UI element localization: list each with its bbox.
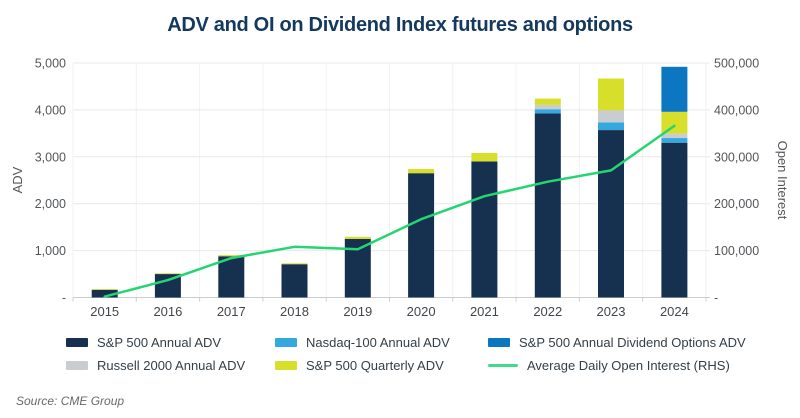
legend-label: Russell 2000 Annual ADV xyxy=(97,358,246,373)
left-axis-tick-label: 2,000 xyxy=(35,197,66,211)
legend-label: S&P 500 Quarterly ADV xyxy=(306,358,444,373)
right-axis-tick-label: 300,000 xyxy=(714,150,759,164)
bar-segment xyxy=(598,78,624,111)
combo-chart-svg: - - 1,000 100,000 2,000 200,000 3,000 300,000 4,… xyxy=(10,57,790,320)
legend-color-swatch xyxy=(66,338,88,347)
chart-title: ADV and OI on Dividend Index futures and… xyxy=(167,14,633,36)
left-axis-tick-label: 3,000 xyxy=(35,150,66,164)
bar-segment xyxy=(661,142,688,298)
x-axis-label: 2023 xyxy=(597,304,626,319)
left-axis-tick-label: 1,000 xyxy=(35,244,66,258)
legend-column-2: Nasdaq-100 Annual ADV S&P 500 Quarterly A… xyxy=(275,331,450,377)
legend-label: Average Daily Open Interest (RHS) xyxy=(527,358,730,373)
bar-segment xyxy=(661,111,688,134)
open-interest-line xyxy=(103,124,676,298)
legend-color-swatch xyxy=(488,338,510,347)
x-axis-label: 2020 xyxy=(407,304,436,319)
bar-segment xyxy=(598,122,624,130)
bar-segment xyxy=(534,98,561,105)
x-axis-label: 2015 xyxy=(90,304,119,319)
bar-segment xyxy=(91,289,118,298)
x-axis-label: 2021 xyxy=(470,304,499,319)
bar-segment xyxy=(661,138,688,143)
right-axis-tick-label: 100,000 xyxy=(714,244,759,258)
bar-segment xyxy=(471,153,498,162)
bar-segment xyxy=(408,173,435,298)
legend-item: Russell 2000 Annual ADV xyxy=(66,354,245,377)
legend-item: S&P 500 Annual Dividend Options ADV xyxy=(488,331,746,354)
x-axis-label: 2018 xyxy=(280,304,309,319)
legend: S&P 500 Annual ADV Russell 2000 Annual AD… xyxy=(0,331,800,385)
bar-segment xyxy=(598,110,624,123)
right-axis-tick-label: 400,000 xyxy=(714,103,759,117)
x-axis-label: 2024 xyxy=(660,304,689,319)
bar-segment xyxy=(534,113,561,298)
bar-segment xyxy=(281,263,308,265)
bar-segment xyxy=(661,133,688,139)
legend-item: S&P 500 Quarterly ADV xyxy=(275,354,450,377)
right-axis-tick-label: 500,000 xyxy=(714,57,759,71)
left-axis-title: ADV xyxy=(10,166,25,193)
legend-label: S&P 500 Annual ADV xyxy=(97,335,222,350)
right-axis-title: Open Interest xyxy=(775,141,790,220)
bar-segment xyxy=(154,273,181,274)
legend-line-swatch xyxy=(488,364,518,367)
legend-item: Average Daily Open Interest (RHS) xyxy=(488,354,746,377)
legend-column-3: S&P 500 Annual Dividend Options ADV Avera… xyxy=(488,331,746,377)
bar-segment xyxy=(344,236,371,239)
x-axis-label: 2019 xyxy=(343,304,372,319)
bar-segment xyxy=(91,289,118,290)
left-axis-tick-label: - xyxy=(62,291,66,305)
x-axis-label: 2017 xyxy=(217,304,246,319)
legend-item: Nasdaq-100 Annual ADV xyxy=(275,331,450,354)
right-axis-tick-label: 200,000 xyxy=(714,197,759,211)
bar-segment xyxy=(534,109,561,114)
bar-segment xyxy=(661,66,688,112)
bar-segment xyxy=(471,161,498,298)
legend-label: Nasdaq-100 Annual ADV xyxy=(306,335,450,350)
bar-segment xyxy=(154,274,181,298)
legend-color-swatch xyxy=(66,361,88,370)
source-note: Source: CME Group xyxy=(16,394,125,408)
left-axis-tick-label: 4,000 xyxy=(35,103,66,117)
bar-segment xyxy=(598,130,624,298)
legend-color-swatch xyxy=(275,338,297,347)
x-axis-label: 2016 xyxy=(153,304,182,319)
bar-segment xyxy=(408,169,435,174)
x-axis-label: 2022 xyxy=(533,304,562,319)
legend-item: S&P 500 Annual ADV xyxy=(66,331,245,354)
bar-segment xyxy=(218,256,245,298)
legend-column-1: S&P 500 Annual ADV Russell 2000 Annual AD… xyxy=(66,331,245,377)
left-axis-tick-label: 5,000 xyxy=(35,57,66,71)
legend-color-swatch xyxy=(275,361,297,370)
bar-segment xyxy=(534,105,561,110)
bar-segment xyxy=(281,264,308,298)
bar-segment xyxy=(218,255,245,257)
right-axis-tick-label: - xyxy=(714,291,718,305)
legend-label: S&P 500 Annual Dividend Options ADV xyxy=(519,335,746,350)
